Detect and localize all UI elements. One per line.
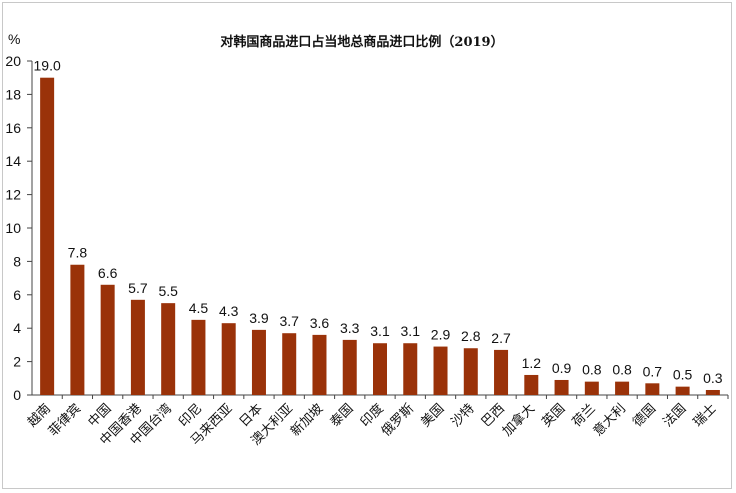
bar bbox=[463, 348, 478, 395]
bar bbox=[221, 323, 236, 395]
data-label: 0.3 bbox=[703, 370, 723, 386]
data-label: 4.3 bbox=[219, 303, 239, 319]
x-tick-label: 俄罗斯 bbox=[379, 401, 417, 439]
bar bbox=[373, 343, 387, 395]
data-label: 0.5 bbox=[673, 367, 693, 383]
y-tick-label: 6 bbox=[13, 287, 21, 303]
x-tick-label: 美国 bbox=[418, 401, 447, 430]
data-label: 3.1 bbox=[401, 323, 421, 339]
data-label: 3.7 bbox=[279, 313, 299, 329]
bar bbox=[584, 381, 599, 395]
bar bbox=[70, 264, 85, 395]
y-tick-label: 12 bbox=[5, 187, 21, 203]
x-tick-label: 泰国 bbox=[328, 401, 357, 430]
x-tick-label: 英国 bbox=[539, 401, 568, 430]
chart-frame bbox=[2, 2, 732, 489]
data-label: 2.9 bbox=[431, 327, 451, 343]
data-label: 0.7 bbox=[643, 363, 663, 379]
y-tick-label: 20 bbox=[5, 53, 21, 69]
bars bbox=[40, 77, 720, 395]
bar bbox=[282, 333, 297, 395]
bar bbox=[130, 299, 145, 395]
data-label: 3.3 bbox=[340, 320, 360, 336]
y-tick-label: 2 bbox=[13, 354, 21, 370]
x-tick-label: 菲律宾 bbox=[45, 401, 84, 440]
y-tick-label: 16 bbox=[5, 120, 21, 136]
x-tick-label: 法国 bbox=[660, 401, 689, 430]
bar bbox=[705, 389, 720, 395]
bar bbox=[312, 334, 327, 395]
x-tick-label: 沙特 bbox=[449, 401, 478, 430]
bar bbox=[100, 284, 115, 395]
data-label: 6.6 bbox=[98, 265, 118, 281]
data-label: 0.9 bbox=[552, 360, 572, 376]
bar bbox=[161, 303, 176, 395]
data-label: 2.7 bbox=[491, 330, 511, 346]
x-tick-label: 德国 bbox=[630, 401, 659, 430]
y-tick-label: 14 bbox=[5, 153, 21, 169]
x-tick-label: 加拿大 bbox=[499, 401, 538, 440]
y-tick-label: 4 bbox=[13, 320, 21, 336]
bar bbox=[433, 346, 448, 395]
bar bbox=[494, 349, 509, 395]
y-tick-label: 10 bbox=[5, 220, 21, 236]
y-tick-label: 0 bbox=[13, 387, 21, 403]
bar bbox=[403, 343, 418, 395]
data-label: 19.0 bbox=[34, 58, 61, 74]
data-label: 0.8 bbox=[582, 362, 602, 378]
data-label: 5.5 bbox=[158, 283, 178, 299]
data-label: 1.2 bbox=[522, 355, 542, 371]
data-label: 5.7 bbox=[128, 280, 148, 296]
bar bbox=[40, 77, 55, 395]
bar bbox=[251, 329, 266, 395]
data-label: 4.5 bbox=[189, 300, 209, 316]
axes: 0 2 4 6 8 10 12 14 16 18 20 bbox=[5, 53, 729, 403]
bar bbox=[615, 381, 630, 395]
data-label: 7.8 bbox=[68, 245, 88, 261]
data-label: 3.9 bbox=[249, 310, 269, 326]
bar bbox=[645, 383, 660, 395]
data-label: 3.6 bbox=[310, 315, 330, 331]
x-tick-label: 新加坡 bbox=[287, 401, 326, 440]
data-label: 0.8 bbox=[612, 362, 632, 378]
bar bbox=[342, 339, 357, 395]
bar bbox=[524, 374, 539, 395]
y-axis-unit: % bbox=[8, 31, 20, 47]
bar bbox=[554, 379, 569, 395]
x-tick-labels: 越南菲律宾 中国中国香港中国台湾 印尼马来西亚 日本澳大利亚新加坡 泰国 印度俄罗斯 美国沙… bbox=[24, 401, 719, 449]
bar bbox=[191, 319, 206, 395]
bar bbox=[675, 386, 690, 395]
y-tick-label: 8 bbox=[13, 253, 21, 269]
x-tick-label: 意大利 bbox=[590, 401, 629, 440]
data-label: 2.8 bbox=[461, 328, 481, 344]
chart-title: 对韩国商品进口占当地总商品进口比例（2019） bbox=[220, 34, 503, 50]
y-tick-label: 18 bbox=[5, 86, 21, 102]
x-tick-label: 瑞士 bbox=[691, 401, 720, 430]
data-label: 3.1 bbox=[370, 323, 390, 339]
data-labels: 19.0 7.8 6.6 5.7 5.5 4.5 4.3 3.9 3.7 3.6 3.3 3.1 3.1… bbox=[34, 58, 723, 386]
